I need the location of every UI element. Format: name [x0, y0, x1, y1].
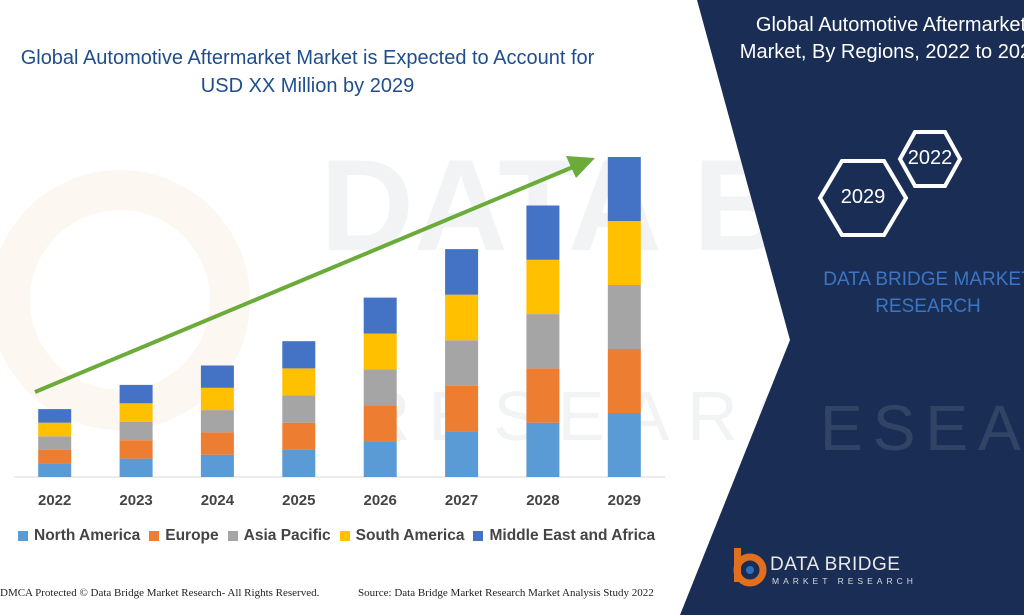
bar-2024-asia-pacific: [200, 410, 234, 433]
legend-swatch: [18, 531, 28, 541]
chart-title-line1: Global Automotive Aftermarket Market is …: [20, 47, 595, 69]
panel-title-line1: Global Automotive Aftermarket: [755, 14, 1024, 36]
footer-copyright: DMCA Protected © Data Bridge Market Rese…: [0, 587, 320, 599]
hex-label-2029: 2029: [840, 186, 886, 208]
bar-2023-north-america: [119, 458, 153, 477]
bar-2029-south-america: [607, 221, 641, 285]
bar-2024-south-america: [200, 387, 234, 411]
bar-2022-middle-east-and-africa: [38, 409, 72, 423]
legend-label: Asia Pacific: [243, 527, 331, 544]
x-tick-label-2025: 2025: [282, 492, 315, 509]
panel-title: Global Automotive Aftermarket Market, By…: [726, 12, 1024, 66]
x-tick-label-2023: 2023: [119, 492, 152, 509]
bar-2026-south-america: [363, 333, 397, 370]
bar-2028-europe: [526, 368, 560, 423]
bar-2023-europe: [119, 440, 153, 459]
side-panel: [680, 0, 1024, 615]
bar-2023-south-america: [119, 403, 153, 422]
logo-name: DATA BRIDGE: [770, 554, 901, 575]
x-tick-label-2024: 2024: [201, 492, 235, 509]
bar-2022-north-america: [38, 463, 72, 477]
bar-2026-asia-pacific: [363, 369, 397, 406]
legend-item-north-america: North America: [18, 527, 140, 545]
legend-item-europe: Europe: [149, 527, 219, 545]
bar-2026-north-america: [363, 441, 397, 477]
bar-2027-north-america: [445, 431, 479, 477]
chart-title: Global Automotive Aftermarket Market is …: [0, 44, 615, 100]
bar-2029-europe: [607, 349, 641, 413]
bar-2028-north-america: [526, 422, 560, 477]
bar-2023-asia-pacific: [119, 421, 153, 441]
bar-2022-south-america: [38, 422, 72, 437]
legend-swatch: [339, 531, 350, 541]
panel-brand: DATA BRIDGE MARKET RESEARCH: [818, 266, 1024, 320]
bar-2028-south-america: [526, 259, 560, 315]
bar-2025-asia-pacific: [282, 395, 316, 423]
legend-item-south-america: South America: [339, 527, 465, 545]
legend-label: North America: [34, 527, 141, 544]
footer-source: Source: Data Bridge Market Research Mark…: [358, 587, 654, 599]
panel-brand-line2: RESEARCH: [875, 296, 981, 317]
legend-label: Europe: [165, 527, 219, 544]
bar-2027-south-america: [445, 294, 479, 341]
bar-2024-north-america: [200, 454, 234, 477]
logo-mark: [733, 548, 767, 587]
x-tick-label-2027: 2027: [445, 492, 478, 509]
bar-2025-middle-east-and-africa: [282, 341, 316, 369]
hexagon-2022: [897, 130, 963, 188]
x-tick-label-2029: 2029: [608, 492, 641, 509]
bars-group: [38, 157, 641, 477]
bar-2024-middle-east-and-africa: [200, 365, 234, 388]
bar-2028-asia-pacific: [526, 314, 560, 369]
svg-text:ESEAR: ESEAR: [820, 392, 1024, 464]
panel-brand-line1: DATA BRIDGE MARKET: [823, 269, 1024, 290]
legend-label: Middle East and Africa: [489, 527, 656, 544]
legend-swatch: [227, 531, 238, 541]
chart-legend: North America Europe Asia Pacific South Ame…: [18, 527, 664, 545]
bar-2027-asia-pacific: [445, 340, 479, 386]
hexagon-2029: [817, 159, 909, 237]
bar-2026-europe: [363, 405, 397, 442]
bar-2029-asia-pacific: [607, 285, 641, 349]
panel-title-line2: Market, By Regions, 2022 to 2029: [739, 41, 1024, 63]
x-tick-labels: 2022 2023 2024 2025 2026 2027 2028 2029: [38, 492, 641, 509]
bar-2029-middle-east-and-africa: [607, 157, 641, 221]
bar-2022-asia-pacific: [38, 436, 72, 450]
hex-label-2022: 2022: [907, 147, 953, 169]
legend-label: South America: [355, 527, 465, 544]
bar-2024-europe: [200, 432, 234, 455]
bar-2025-north-america: [282, 449, 316, 477]
x-tick-label-2028: 2028: [526, 492, 559, 509]
x-tick-label-2022: 2022: [38, 492, 71, 509]
x-tick-label-2026: 2026: [364, 492, 397, 509]
bar-2022-europe: [38, 449, 72, 464]
bar-2029-north-america: [607, 413, 641, 477]
legend-swatch: [473, 531, 484, 541]
trend-arrow: [34, 156, 595, 394]
panel-watermark: ESEAR: [820, 392, 1024, 464]
bar-2025-europe: [282, 422, 316, 450]
legend-swatch: [149, 531, 160, 541]
bar-2027-middle-east-and-africa: [445, 249, 479, 295]
bar-2026-middle-east-and-africa: [363, 297, 397, 334]
bar-2023-middle-east-and-africa: [119, 384, 153, 404]
legend-item-middle-east-and-africa: Middle East and Africa: [473, 527, 655, 545]
bar-2028-middle-east-and-africa: [526, 205, 560, 260]
chart-title-line2: USD XX Million by 2029: [200, 75, 415, 97]
logo-subtitle: MARKET RESEARCH: [772, 576, 917, 586]
legend-item-asia-pacific: Asia Pacific: [227, 527, 331, 545]
bar-2027-europe: [445, 385, 479, 432]
bar-2025-south-america: [282, 368, 316, 396]
